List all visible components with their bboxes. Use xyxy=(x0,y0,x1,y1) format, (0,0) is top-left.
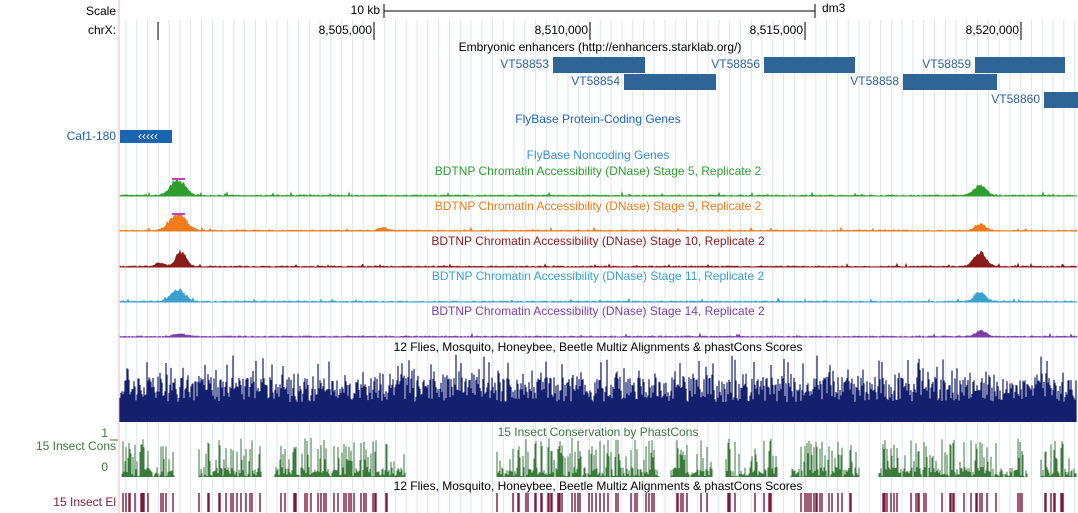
axis-label: 0 xyxy=(101,460,108,474)
track-title: BDTNP Chromatin Accessibility (DNase) St… xyxy=(432,269,765,283)
track-title: BDTNP Chromatin Accessibility (DNase) St… xyxy=(431,304,765,318)
enhancer xyxy=(903,74,997,90)
enhancer-label: VT58853 xyxy=(500,57,549,71)
track-title: FlyBase Noncoding Genes xyxy=(527,148,670,162)
signal xyxy=(119,249,1078,268)
clip-marker xyxy=(172,178,185,180)
strand-arrows: ‹‹‹‹‹ xyxy=(138,129,158,143)
gene-label: Caf1-180 xyxy=(67,129,117,143)
signal xyxy=(119,212,1078,232)
clip-marker xyxy=(172,213,185,215)
assembly: dm3 xyxy=(822,1,846,15)
elements xyxy=(122,493,1064,512)
enhancer xyxy=(975,57,1065,73)
signal xyxy=(119,287,1078,303)
ruler-label: 8,510,000 xyxy=(535,23,589,37)
chrom-label: chrX: xyxy=(88,23,116,37)
gene xyxy=(120,130,172,143)
track-title: Embryonic enhancers (http://enhancers.st… xyxy=(459,40,742,54)
track-title: BDTNP Chromatin Accessibility (DNase) St… xyxy=(435,199,762,213)
track-title: 12 Flies, Mosquito, Honeybee, Beetle Mul… xyxy=(394,479,803,493)
enhancer xyxy=(553,57,645,73)
enhancer-label: VT58854 xyxy=(571,74,620,88)
track-title: BDTNP Chromatin Accessibility (DNase) St… xyxy=(431,234,765,248)
signal xyxy=(119,329,1078,338)
enhancer xyxy=(1044,92,1078,108)
enhancer xyxy=(764,57,855,73)
ruler-label: 8,515,000 xyxy=(750,23,804,37)
multiz-signal xyxy=(119,354,1077,422)
track-label: 15 Insect El xyxy=(53,495,116,509)
scale-label: Scale xyxy=(86,4,116,18)
cons-signal xyxy=(121,438,1077,477)
track-title: BDTNP Chromatin Accessibility (DNase) St… xyxy=(435,164,762,178)
enhancer-label: VT58860 xyxy=(991,92,1040,106)
axis-label: 1 xyxy=(101,426,108,440)
track-title: 12 Flies, Mosquito, Honeybee, Beetle Mul… xyxy=(394,340,803,354)
track-label: 15 Insect Cons xyxy=(36,439,116,453)
track-title: 15 Insect Conservation by PhastCons xyxy=(498,425,699,439)
enhancer-label: VT58858 xyxy=(850,74,899,88)
ruler-label: 8,505,000 xyxy=(319,23,373,37)
enhancer xyxy=(624,74,716,90)
enhancer-label: VT58856 xyxy=(711,57,760,71)
track-title: FlyBase Protein-Coding Genes xyxy=(515,112,680,126)
scale-size: 10 kb xyxy=(351,3,381,17)
enhancer-label: VT58859 xyxy=(922,57,971,71)
ruler-label: 8,520,000 xyxy=(966,23,1020,37)
signal xyxy=(119,177,1078,197)
